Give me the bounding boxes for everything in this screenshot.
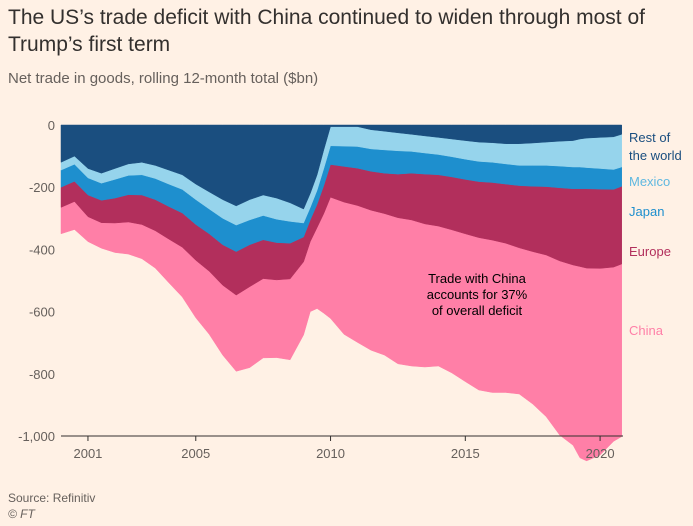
y-tick-label: -1,000 [18,429,55,444]
x-tick-label: 2020 [586,446,615,461]
x-tick-label: 2001 [73,446,102,461]
chart-title: The US’s trade deficit with China contin… [8,6,645,56]
x-tick-label: 2015 [451,446,480,461]
stacked-area-chart: 0 -200 -400 -600 -800 -1,000 2001 2005 2010 2015 2… [18,118,682,462]
series-label-mexico: Mexico [629,174,670,189]
series-labels: Rest of the world Mexico Japan Europe China [629,130,682,338]
source-text: Source: Refinitiv [8,491,96,505]
annotation: Trade with China accounts for 37% of overa… [427,271,528,318]
x-tick-label: 2010 [316,446,345,461]
series-label-china: China [629,323,664,338]
area-layers [60,124,622,462]
x-tick-label: 2005 [181,446,210,461]
y-tick-label: -200 [29,180,55,195]
series-label-rest: Rest of the world [629,130,682,163]
y-tick-label: -800 [29,367,55,382]
chart-subtitle: Net trade in goods, rolling 12-month tot… [8,70,319,87]
series-label-europe: Europe [629,244,671,259]
y-tick-label: -600 [29,305,55,320]
ft-credit: © FT [8,507,35,521]
series-label-japan: Japan [629,204,664,219]
y-tick-label: 0 [48,118,55,133]
annotation-text: Trade with China accounts for 37% of overa… [427,271,528,318]
source-note: Source: Refinitiv © FT [8,490,95,522]
area-rest-of-the-world [60,124,622,210]
axes: 0 -200 -400 -600 -800 -1,000 2001 2005 2010 2015 2… [18,118,623,461]
y-tick-label: -400 [29,242,55,257]
